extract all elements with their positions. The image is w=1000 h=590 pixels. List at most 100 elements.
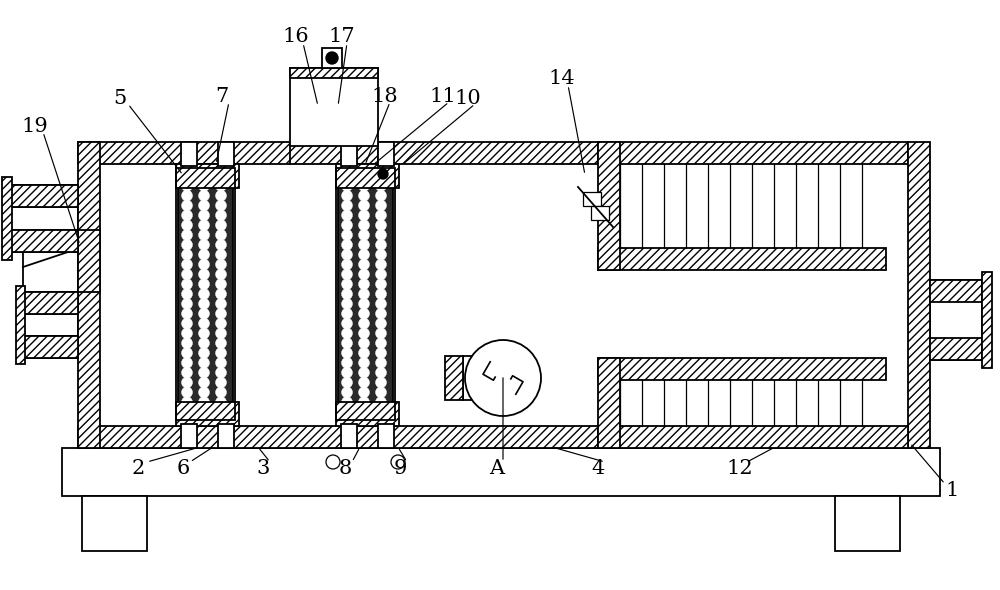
Circle shape <box>216 328 226 339</box>
Bar <box>10 185 78 207</box>
Circle shape <box>326 455 340 469</box>
Bar <box>982 272 992 368</box>
Circle shape <box>358 358 370 368</box>
Bar <box>445 356 463 400</box>
Bar <box>322 48 342 68</box>
Circle shape <box>342 407 352 418</box>
Circle shape <box>342 396 352 408</box>
Circle shape <box>465 340 541 416</box>
Circle shape <box>198 396 210 408</box>
Circle shape <box>358 289 370 300</box>
Bar <box>336 168 395 420</box>
Bar <box>176 168 235 420</box>
Circle shape <box>358 328 370 339</box>
Circle shape <box>198 269 210 280</box>
Bar <box>378 424 394 448</box>
Text: 7: 7 <box>215 87 229 106</box>
Circle shape <box>216 377 226 388</box>
Circle shape <box>198 299 210 309</box>
Circle shape <box>358 337 370 349</box>
Bar <box>23 292 78 358</box>
Circle shape <box>216 259 226 270</box>
Circle shape <box>342 249 352 260</box>
Circle shape <box>216 308 226 319</box>
Circle shape <box>342 259 352 270</box>
Circle shape <box>342 358 352 368</box>
Circle shape <box>358 190 370 201</box>
Circle shape <box>358 210 370 221</box>
Circle shape <box>376 171 386 182</box>
Circle shape <box>358 240 370 250</box>
Bar <box>23 292 78 314</box>
Circle shape <box>376 387 386 398</box>
Text: 4: 4 <box>591 458 605 477</box>
Bar <box>598 142 908 164</box>
Circle shape <box>182 289 192 300</box>
Circle shape <box>216 230 226 241</box>
Circle shape <box>198 289 210 300</box>
Circle shape <box>358 396 370 408</box>
Circle shape <box>376 396 386 408</box>
Circle shape <box>376 377 386 388</box>
Bar <box>78 142 100 448</box>
Bar <box>908 142 930 448</box>
Bar <box>598 142 620 270</box>
Circle shape <box>182 367 192 378</box>
Bar <box>598 248 886 270</box>
Text: 14: 14 <box>549 68 575 87</box>
Circle shape <box>216 289 226 300</box>
Circle shape <box>182 318 192 329</box>
Circle shape <box>198 407 210 418</box>
Bar <box>341 142 357 166</box>
Bar <box>16 286 25 364</box>
Circle shape <box>358 278 370 290</box>
Circle shape <box>376 367 386 378</box>
Circle shape <box>376 240 386 250</box>
Circle shape <box>342 190 352 201</box>
Circle shape <box>358 348 370 359</box>
Circle shape <box>198 230 210 241</box>
Circle shape <box>342 269 352 280</box>
Circle shape <box>378 169 388 179</box>
Circle shape <box>376 289 386 300</box>
Circle shape <box>376 318 386 329</box>
Circle shape <box>342 377 352 388</box>
Circle shape <box>342 240 352 250</box>
Circle shape <box>358 367 370 378</box>
Circle shape <box>358 200 370 211</box>
Bar <box>10 230 78 252</box>
Text: 11: 11 <box>430 87 456 106</box>
Text: 3: 3 <box>256 458 270 477</box>
Text: 12: 12 <box>727 458 753 477</box>
Circle shape <box>342 210 352 221</box>
Circle shape <box>182 299 192 309</box>
Circle shape <box>216 210 226 221</box>
Circle shape <box>342 299 352 309</box>
Circle shape <box>216 407 226 418</box>
Circle shape <box>216 358 226 368</box>
Circle shape <box>376 181 386 191</box>
Bar <box>598 426 908 448</box>
Circle shape <box>376 230 386 241</box>
Bar <box>218 142 234 166</box>
Bar <box>10 185 78 207</box>
Text: 6: 6 <box>176 458 190 477</box>
Circle shape <box>198 367 210 378</box>
Circle shape <box>342 387 352 398</box>
Bar <box>341 424 357 448</box>
Circle shape <box>216 240 226 250</box>
Circle shape <box>198 210 210 221</box>
Circle shape <box>216 278 226 290</box>
Circle shape <box>216 200 226 211</box>
Circle shape <box>182 407 192 418</box>
Circle shape <box>198 249 210 260</box>
Circle shape <box>182 200 192 211</box>
Circle shape <box>358 308 370 319</box>
Circle shape <box>376 299 386 309</box>
Circle shape <box>376 348 386 359</box>
Circle shape <box>358 377 370 388</box>
Text: 18: 18 <box>372 87 398 106</box>
Circle shape <box>182 210 192 221</box>
Circle shape <box>342 367 352 378</box>
Bar <box>378 142 394 166</box>
